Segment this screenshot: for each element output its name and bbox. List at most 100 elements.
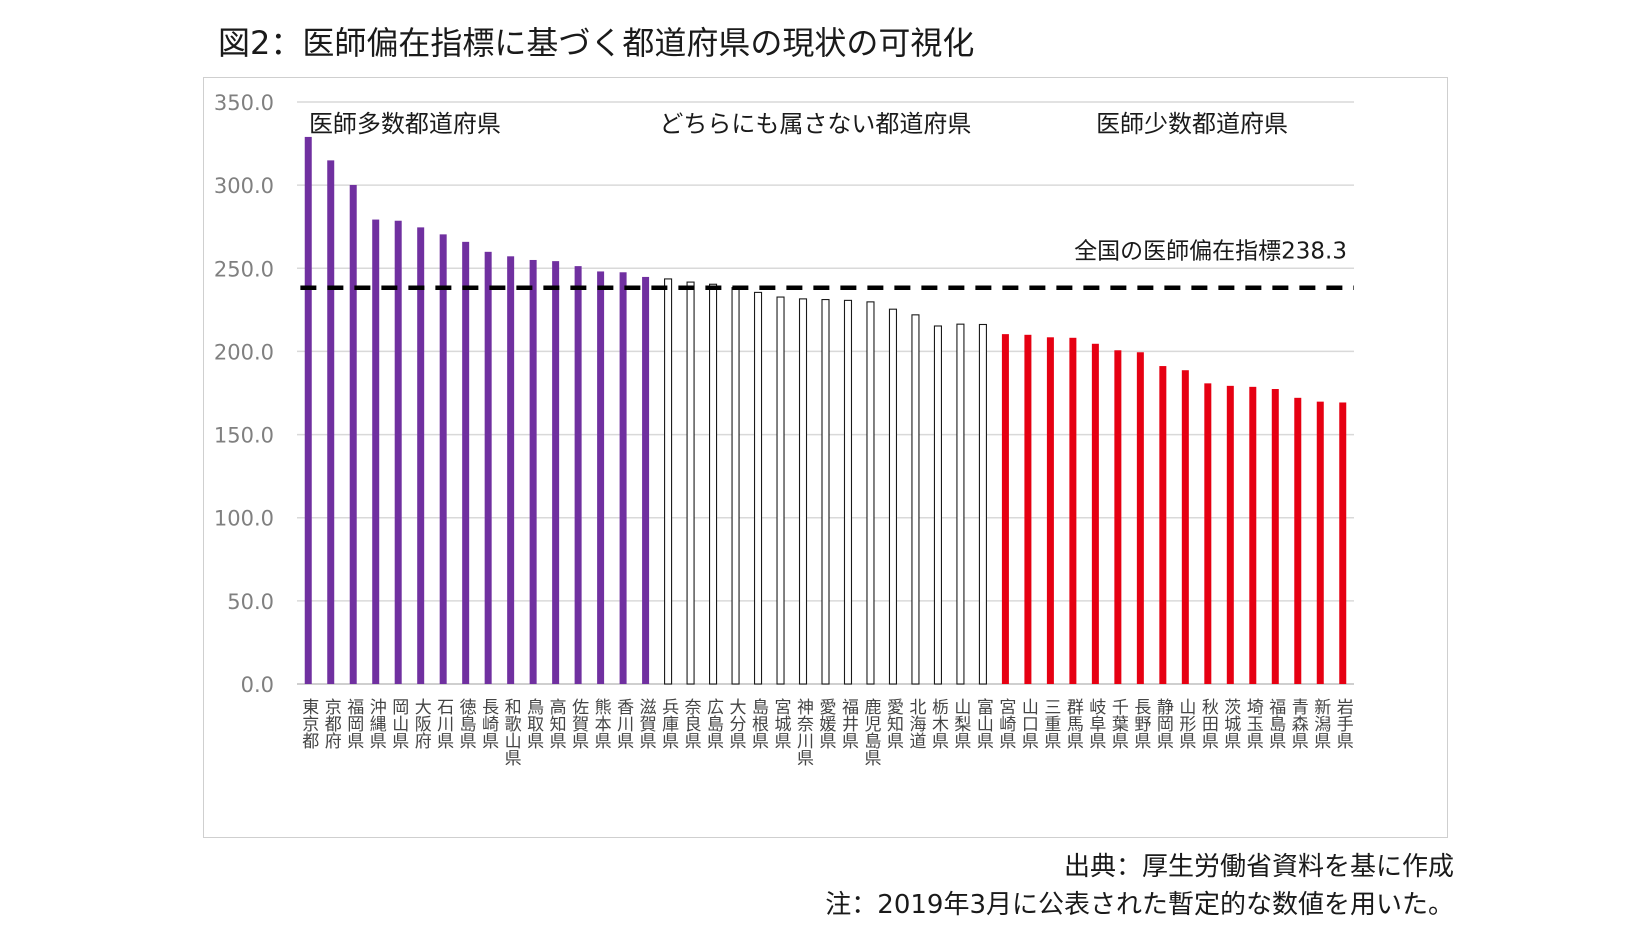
x-tick-label: 茨城県 (1220, 698, 1241, 749)
source-note: 出典：厚生労働省資料を基に作成 (1063, 852, 1454, 882)
x-tick-label: 宮崎県 (995, 698, 1016, 749)
bar (1136, 352, 1144, 684)
x-tick-label: 埼玉県 (1243, 698, 1264, 749)
x-tick-label: 山形県 (1175, 698, 1196, 749)
bar (484, 251, 492, 684)
group-label: どちらにも属さない都道府県 (659, 110, 971, 138)
x-tick-label: 群馬県 (1063, 698, 1084, 749)
x-tick-label: 福岡県 (343, 698, 364, 749)
bar (1069, 337, 1077, 684)
y-tick-label: 0.0 (241, 673, 274, 697)
bar (843, 299, 853, 685)
bar (1091, 343, 1099, 684)
group-labels: 医師多数都道府県 どちらにも属さない都道府県 医師少数都道府県 (309, 110, 1288, 138)
group-label: 医師少数都道府県 (1096, 110, 1288, 138)
bar (956, 323, 965, 685)
x-tick-label: 岐阜県 (1085, 698, 1106, 749)
bar (327, 160, 335, 685)
bar (349, 184, 357, 684)
y-tick-label: 200.0 (214, 340, 274, 364)
x-tick-label: 福島県 (1265, 698, 1286, 749)
x-tick-label: 和歌山県 (501, 698, 522, 766)
x-tick-label: 愛媛県 (816, 698, 837, 749)
x-tick-label: 神奈川県 (793, 698, 814, 766)
bars (304, 136, 1347, 685)
x-tick-label: 熊本県 (591, 698, 612, 749)
bar (1339, 402, 1347, 684)
x-tick-label: 沖縄県 (366, 698, 387, 749)
x-tick-label: 高知県 (546, 698, 567, 749)
x-tick-label: 広島県 (703, 698, 724, 749)
x-tick-label: 滋賀県 (636, 698, 657, 749)
x-tick-label: 栃木県 (928, 698, 949, 749)
x-tick-label: 北海道 (905, 698, 926, 749)
bar (933, 325, 942, 685)
x-tick-label: 秋田県 (1198, 698, 1219, 749)
bar (439, 234, 447, 684)
bar (552, 261, 560, 684)
bar (664, 278, 673, 685)
bar (911, 314, 920, 685)
figure-title: 図2：医師偏在指標に基づく都道府県の現状の可視化 (218, 24, 975, 62)
x-tick-label: 大阪府 (411, 698, 432, 750)
x-tick-label: 鹿児島県 (860, 698, 881, 766)
x-tick-label: 岡山県 (388, 698, 409, 749)
x-tick-label: 大分県 (726, 698, 747, 749)
reference-line-group: 全国の医師偏在指標238.3 (300, 238, 1354, 290)
bar (1271, 389, 1279, 684)
chart-frame: 0.0 50.0 100.0 150.0 200.0 250.0 300.0 350.0 全国… (203, 77, 1448, 838)
x-tick-label: 愛知県 (883, 698, 904, 749)
x-tick-label: 鳥取県 (523, 698, 544, 749)
bar (776, 296, 785, 685)
x-tick-label: 京都府 (321, 698, 342, 750)
bar (1294, 397, 1302, 684)
footnote: 注：2019年3月に公表された暫定的な数値を用いた。 (825, 890, 1454, 920)
bar (507, 256, 515, 684)
bar (686, 281, 695, 685)
bar (1316, 401, 1324, 684)
x-tick-label: 島根県 (748, 698, 769, 749)
x-tick-label: 香川県 (613, 698, 634, 749)
y-axis-ticks: 0.0 50.0 100.0 150.0 200.0 250.0 300.0 350.0 (214, 91, 274, 697)
bar (1024, 334, 1032, 684)
bar (462, 241, 470, 684)
x-tick-label: 新潟県 (1310, 698, 1331, 749)
x-tick-label: 長崎県 (478, 698, 499, 749)
x-tick-label: 千葉県 (1108, 698, 1129, 749)
bar (1001, 334, 1009, 684)
x-tick-label: 山梨県 (950, 698, 971, 749)
y-tick-label: 250.0 (214, 257, 274, 281)
bar (1226, 385, 1234, 684)
group-label: 医師多数都道府県 (309, 110, 501, 138)
reference-line-label: 全国の医師偏在指標238.3 (1074, 238, 1347, 264)
bar (1204, 383, 1212, 684)
x-tick-label: 東京都 (298, 698, 319, 749)
bar (798, 298, 808, 685)
bar (1114, 350, 1122, 684)
chart-canvas: 0.0 50.0 100.0 150.0 200.0 250.0 300.0 350.0 全国… (214, 91, 1354, 766)
bar (731, 287, 740, 685)
x-tick-label: 奈良県 (681, 698, 702, 749)
y-tick-label: 150.0 (214, 424, 274, 448)
bar (709, 283, 718, 685)
bar (597, 271, 605, 684)
y-tick-label: 350.0 (214, 91, 274, 115)
bar (1046, 337, 1054, 684)
bar (529, 259, 537, 684)
bar (866, 301, 875, 685)
bar (417, 227, 425, 684)
bar (753, 291, 763, 685)
y-tick-label: 50.0 (227, 590, 274, 614)
x-tick-label: 徳島県 (456, 698, 477, 749)
x-tick-label: 岩手県 (1333, 698, 1354, 749)
x-tick-label: 長野県 (1130, 698, 1151, 749)
x-tick-label: 兵庫県 (658, 698, 679, 749)
x-tick-label: 福井県 (838, 698, 859, 749)
bar (642, 276, 650, 684)
bar (978, 323, 987, 685)
bar (1159, 366, 1167, 684)
bar (619, 272, 627, 684)
x-tick-label: 佐賀県 (568, 698, 589, 749)
y-tick-label: 100.0 (214, 507, 274, 531)
x-tick-label: 静岡県 (1153, 698, 1174, 749)
